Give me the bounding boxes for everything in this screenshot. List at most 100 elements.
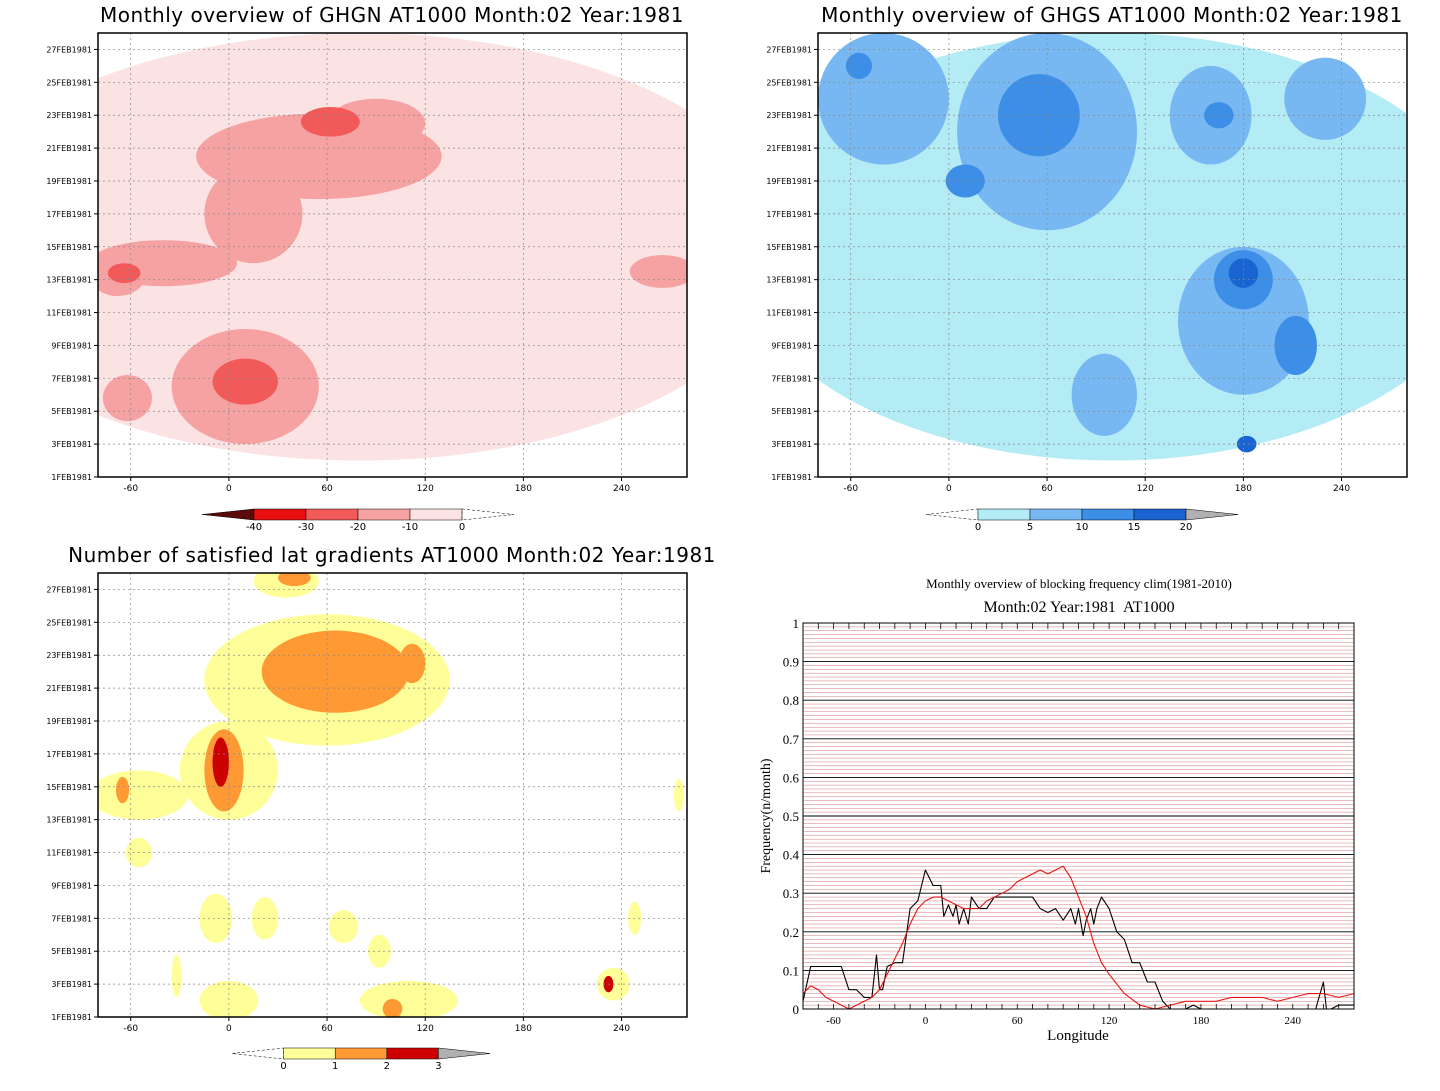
y-tick-label: 0.2	[783, 925, 799, 940]
colorbar-extend-low	[231, 1047, 284, 1060]
x-tick-label: 180	[515, 484, 532, 494]
colorbar-label: 10	[1076, 522, 1089, 533]
colorbar-swatch	[305, 508, 359, 521]
y-tick-label: 0	[793, 1002, 800, 1017]
y-tick-label: 27FEB1981	[46, 585, 92, 594]
y-tick-label: 11FEB1981	[766, 309, 812, 318]
contour-blob-14	[1236, 435, 1257, 453]
panel-blocking-subtitle: Month:02 Year:1981 AT1000	[983, 599, 1174, 616]
contour-blob-5	[1284, 57, 1367, 140]
contour-blob-18	[115, 776, 130, 804]
x-tick-label: 0	[226, 1024, 232, 1034]
y-tick-label: 7FEB1981	[51, 374, 92, 383]
colorbar-label: -20	[350, 522, 366, 533]
contour-blob-10	[945, 164, 985, 198]
panel-blocking-ylabel: Frequency(n/month)	[759, 758, 774, 873]
y-tick-label: 13FEB1981	[46, 816, 92, 825]
y-tick-label: 11FEB1981	[46, 309, 92, 318]
colorbar-label: -10	[402, 522, 418, 533]
colorbar-extend-low	[201, 508, 255, 521]
y-tick-label: 1FEB1981	[771, 473, 812, 482]
colorbar-swatch	[283, 1047, 336, 1060]
x-tick-label: 180	[515, 1024, 532, 1034]
colorbar-extend-high	[1185, 508, 1239, 521]
contour-blob-9	[1274, 315, 1318, 376]
panel-ghgs-title: Monthly overview of GHGS AT1000 Month:02…	[821, 3, 1403, 27]
contour-blob-6	[1071, 353, 1138, 436]
y-tick-label: 5FEB1981	[51, 407, 92, 416]
y-tick-label: 7FEB1981	[51, 914, 92, 923]
contour-blob-9	[212, 358, 278, 405]
colorbar-extend-low	[925, 508, 979, 521]
x-tick-label: 0	[226, 484, 232, 494]
colorbar-swatch	[386, 1047, 439, 1060]
x-tick-label: 240	[1285, 1015, 1302, 1027]
y-tick-label: 17FEB1981	[766, 210, 812, 219]
y-tick-label: 13FEB1981	[766, 276, 812, 285]
y-tick-label: 0.5	[783, 809, 799, 824]
panel-ghgs-field	[818, 33, 1407, 477]
colorbar-swatch	[1029, 508, 1083, 521]
contour-blob-10	[300, 107, 360, 137]
panel-ghgs: Monthly overview of GHGS AT1000 Month:02…	[766, 3, 1408, 533]
y-tick-label: 17FEB1981	[46, 750, 92, 759]
x-tick-label: 60	[1012, 1015, 1024, 1027]
x-tick-label: 60	[1041, 484, 1053, 494]
y-tick-label: 23FEB1981	[46, 651, 92, 660]
y-tick-label: 19FEB1981	[46, 717, 92, 726]
y-tick-label: 3FEB1981	[51, 440, 92, 449]
panel-ghgn-axes: -60 0 60 120 180 240 1FEB1981 3FEB1981 5FEB1981 7…	[46, 45, 630, 494]
colorbar-extend-high	[461, 508, 515, 521]
x-tick-label: 240	[1333, 484, 1350, 494]
contour-blob-20	[399, 643, 426, 684]
y-tick-label: 21FEB1981	[46, 684, 92, 693]
contour-blob-7	[629, 255, 687, 288]
y-tick-label: 0.3	[783, 886, 799, 901]
series-line-1	[803, 865, 1354, 1009]
colorbar-label: 20	[1180, 522, 1193, 533]
y-tick-label: 0.6	[783, 770, 800, 785]
colorbar-swatch	[1081, 508, 1135, 521]
panel-ghgn-frame	[97, 32, 688, 478]
panel-ghgs-frame	[817, 32, 1408, 478]
y-tick-label: 27FEB1981	[46, 45, 92, 54]
y-tick-label: 25FEB1981	[46, 78, 92, 87]
colorbar-swatch	[334, 1047, 388, 1060]
colorbar-label: 1	[332, 1061, 338, 1072]
panel-lat-gradients-field	[98, 573, 687, 1017]
colorbar-swatch	[409, 508, 463, 521]
x-tick-label: -60	[826, 1015, 841, 1027]
y-tick-label: 0.8	[783, 693, 799, 708]
contour-blob-5	[199, 893, 233, 943]
y-tick-label: 1FEB1981	[51, 1013, 92, 1022]
y-tick-label: 9FEB1981	[771, 341, 812, 350]
colorbar-label: 15	[1128, 522, 1141, 533]
panel-blocking-title: Monthly overview of blocking frequency c…	[926, 576, 1232, 591]
x-tick-label: -60	[123, 484, 138, 494]
y-tick-label: 7FEB1981	[771, 374, 812, 383]
x-tick-label: 180	[1235, 484, 1252, 494]
contour-blob-10	[359, 980, 458, 1017]
x-tick-label: 120	[1137, 484, 1154, 494]
x-tick-label: 60	[321, 484, 333, 494]
contour-blob-17	[277, 573, 311, 587]
y-tick-label: 3FEB1981	[771, 440, 812, 449]
y-tick-label: 9FEB1981	[51, 341, 92, 350]
colorbar-swatch	[977, 508, 1031, 521]
colorbar-label: 2	[384, 1061, 390, 1072]
panel-ghgn-grid	[98, 33, 687, 478]
contour-blob-4	[327, 98, 426, 149]
y-tick-label: 11FEB1981	[46, 849, 92, 858]
y-tick-label: 3FEB1981	[51, 980, 92, 989]
x-tick-label: 60	[321, 1024, 333, 1034]
x-tick-label: 120	[417, 484, 434, 494]
x-tick-label: 0	[946, 484, 952, 494]
y-tick-label: 19FEB1981	[766, 177, 812, 186]
x-tick-label: 120	[1101, 1015, 1118, 1027]
y-tick-label: 5FEB1981	[51, 947, 92, 956]
contour-blob-15	[261, 630, 409, 713]
x-tick-label: 240	[613, 484, 630, 494]
y-tick-label: 5FEB1981	[771, 407, 812, 416]
x-tick-label: 120	[417, 1024, 434, 1034]
x-tick-label: -60	[123, 1024, 138, 1034]
